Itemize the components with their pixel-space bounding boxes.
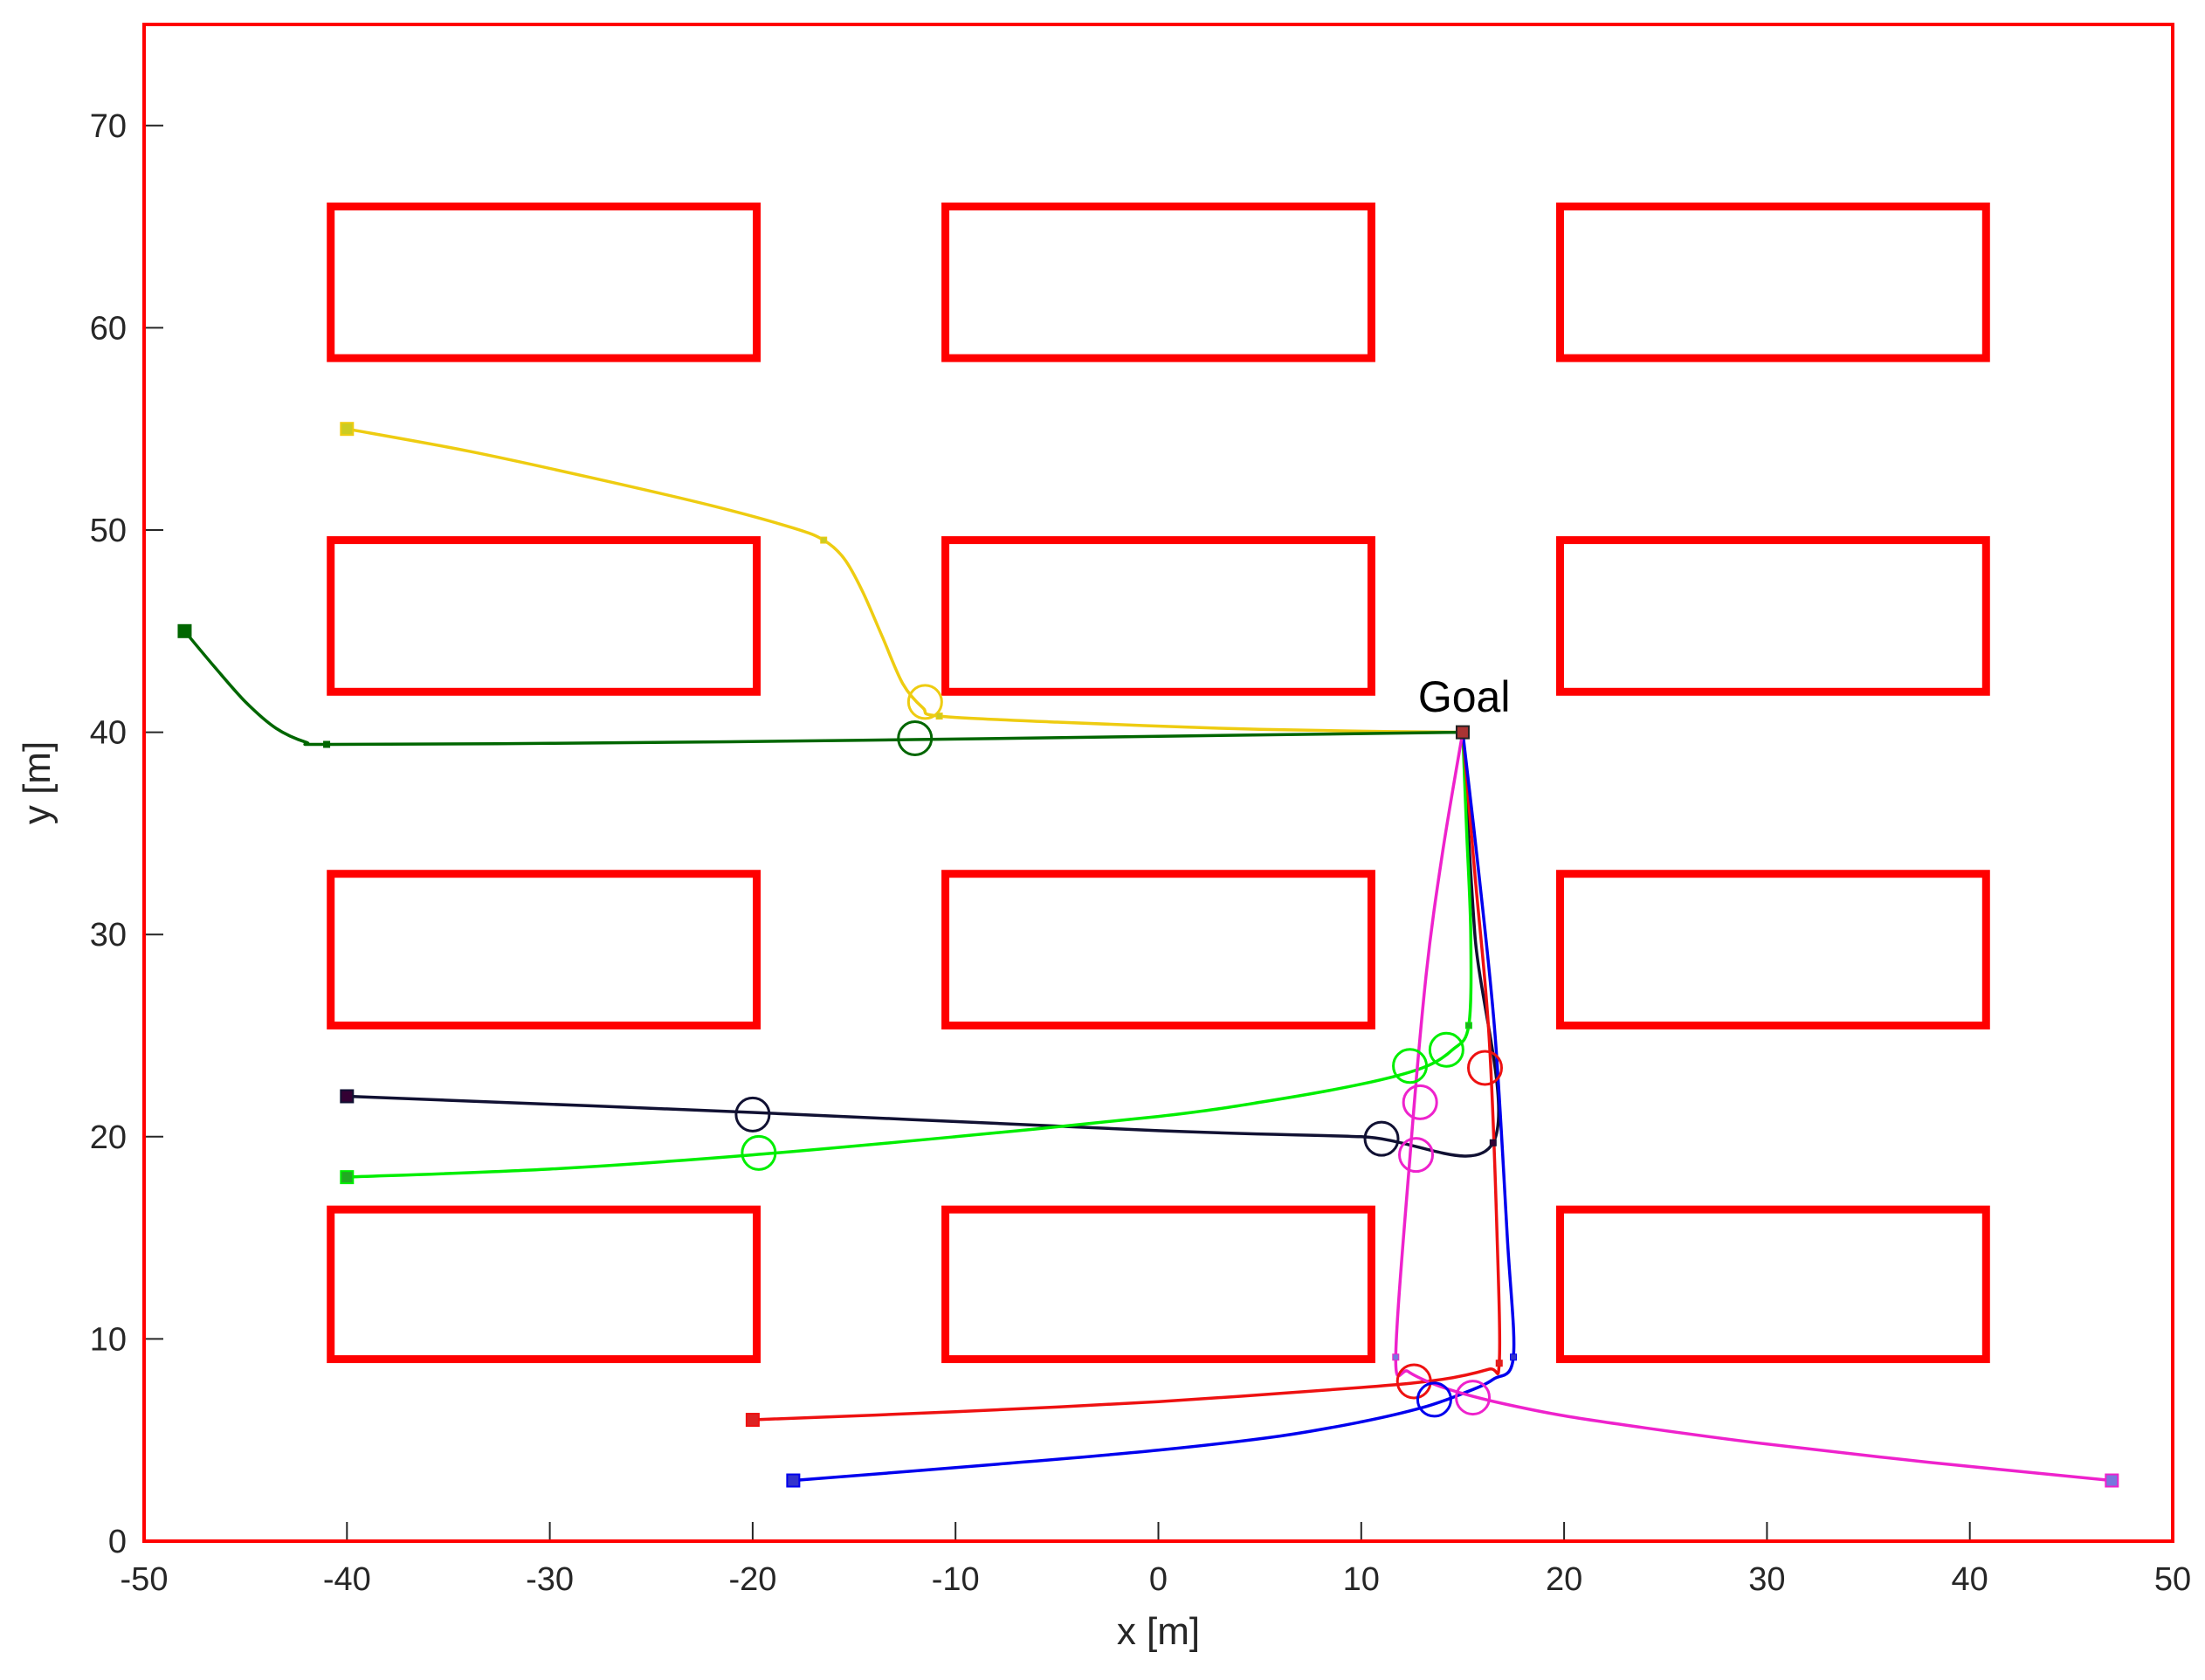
obstacle-10: [327, 202, 761, 362]
obstacle-5: [941, 870, 1375, 1029]
obstacle-11: [941, 202, 1375, 362]
y-tick-label: 0: [108, 1524, 127, 1560]
obstacle-3: [1555, 1205, 1990, 1364]
waypoint-marker: [1392, 1353, 1400, 1361]
robot-position-circles: [734, 684, 1504, 1418]
trajectory-line-7: [1394, 730, 2114, 1483]
start-marker-1: [340, 422, 355, 437]
start-marker-5: [745, 1413, 760, 1428]
obstacle-7: [327, 536, 761, 696]
goal-marker: [1455, 725, 1470, 740]
start-marker-6: [786, 1473, 801, 1488]
x-tick-label: -20: [728, 1561, 776, 1598]
obstacle-8: [941, 536, 1375, 696]
robot-circle: [1467, 1050, 1504, 1086]
y-tick-label: 20: [90, 1119, 127, 1156]
trajectory-line-5: [751, 730, 1502, 1422]
robot-circle: [1402, 1084, 1438, 1120]
obstacle-9: [1555, 536, 1990, 696]
start-marker-7: [2105, 1473, 2119, 1488]
robot-circle: [1416, 1381, 1452, 1418]
robot-circle: [1428, 1031, 1464, 1068]
robot-circle: [1398, 1137, 1435, 1174]
robot-circle: [741, 1134, 777, 1171]
axis-ticks: -50 -40 -30 -20 -10 0 10 20 30 40 50 0 10 20 30 40 50 60 7…: [90, 108, 2191, 1598]
y-tick-label: 70: [90, 108, 127, 145]
x-tick-label: -40: [323, 1561, 371, 1598]
x-tick-label: -10: [932, 1561, 980, 1598]
trajectory-series-layer: [183, 427, 2114, 1483]
x-tick-label: 40: [1952, 1561, 1988, 1598]
start-marker-3: [340, 1089, 355, 1104]
trajectory-line-3: [345, 730, 1500, 1158]
waypoint-marker: [1464, 1022, 1472, 1029]
robot-circle: [897, 720, 934, 757]
goal-annotation: Goal: [1418, 672, 1511, 721]
x-tick-label: 30: [1748, 1561, 1785, 1598]
waypoint-marker: [935, 713, 943, 720]
obstacle-4: [327, 870, 761, 1029]
y-tick-label: 30: [90, 917, 127, 954]
waypoint-marker: [1489, 1139, 1497, 1146]
robot-circle: [1363, 1120, 1400, 1157]
y-axis-label: y [m]: [16, 741, 59, 824]
x-tick-label: 0: [1149, 1561, 1168, 1598]
robot-circle: [1392, 1048, 1429, 1084]
robot-circle: [906, 684, 943, 720]
x-tick-label: 20: [1546, 1561, 1582, 1598]
start-marker-2: [177, 623, 192, 638]
x-tick-label: -50: [121, 1561, 169, 1598]
y-tick-label: 10: [90, 1321, 127, 1358]
x-tick-label: -30: [526, 1561, 574, 1598]
x-axis-label: x [m]: [1117, 1610, 1200, 1653]
obstacle-1: [327, 1205, 761, 1364]
waypoint-marker: [1510, 1353, 1518, 1361]
start-marker-4: [340, 1170, 355, 1185]
trajectory-line-2: [183, 630, 1464, 747]
start-markers: [177, 422, 2119, 1488]
obstacle-2: [941, 1205, 1375, 1364]
robot-circle: [1455, 1380, 1492, 1416]
waypoint-marker: [323, 740, 331, 748]
plot-frame: [142, 23, 2174, 1543]
obstacle-6: [1555, 870, 1990, 1029]
trajectory-line-1: [345, 427, 1464, 734]
obstacle-layer: [327, 202, 1990, 1364]
x-tick-label: 50: [2154, 1561, 2191, 1598]
y-tick-label: 40: [90, 715, 127, 752]
waypoint-marker: [1495, 1360, 1503, 1367]
trajectory-line-4: [345, 730, 1473, 1179]
robot-circle: [1395, 1363, 1432, 1400]
x-tick-label: 10: [1343, 1561, 1380, 1598]
y-tick-label: 50: [90, 513, 127, 549]
robot-circle: [734, 1096, 771, 1133]
y-tick-label: 60: [90, 310, 127, 347]
waypoint-marker: [820, 536, 828, 544]
obstacle-12: [1555, 202, 1990, 362]
